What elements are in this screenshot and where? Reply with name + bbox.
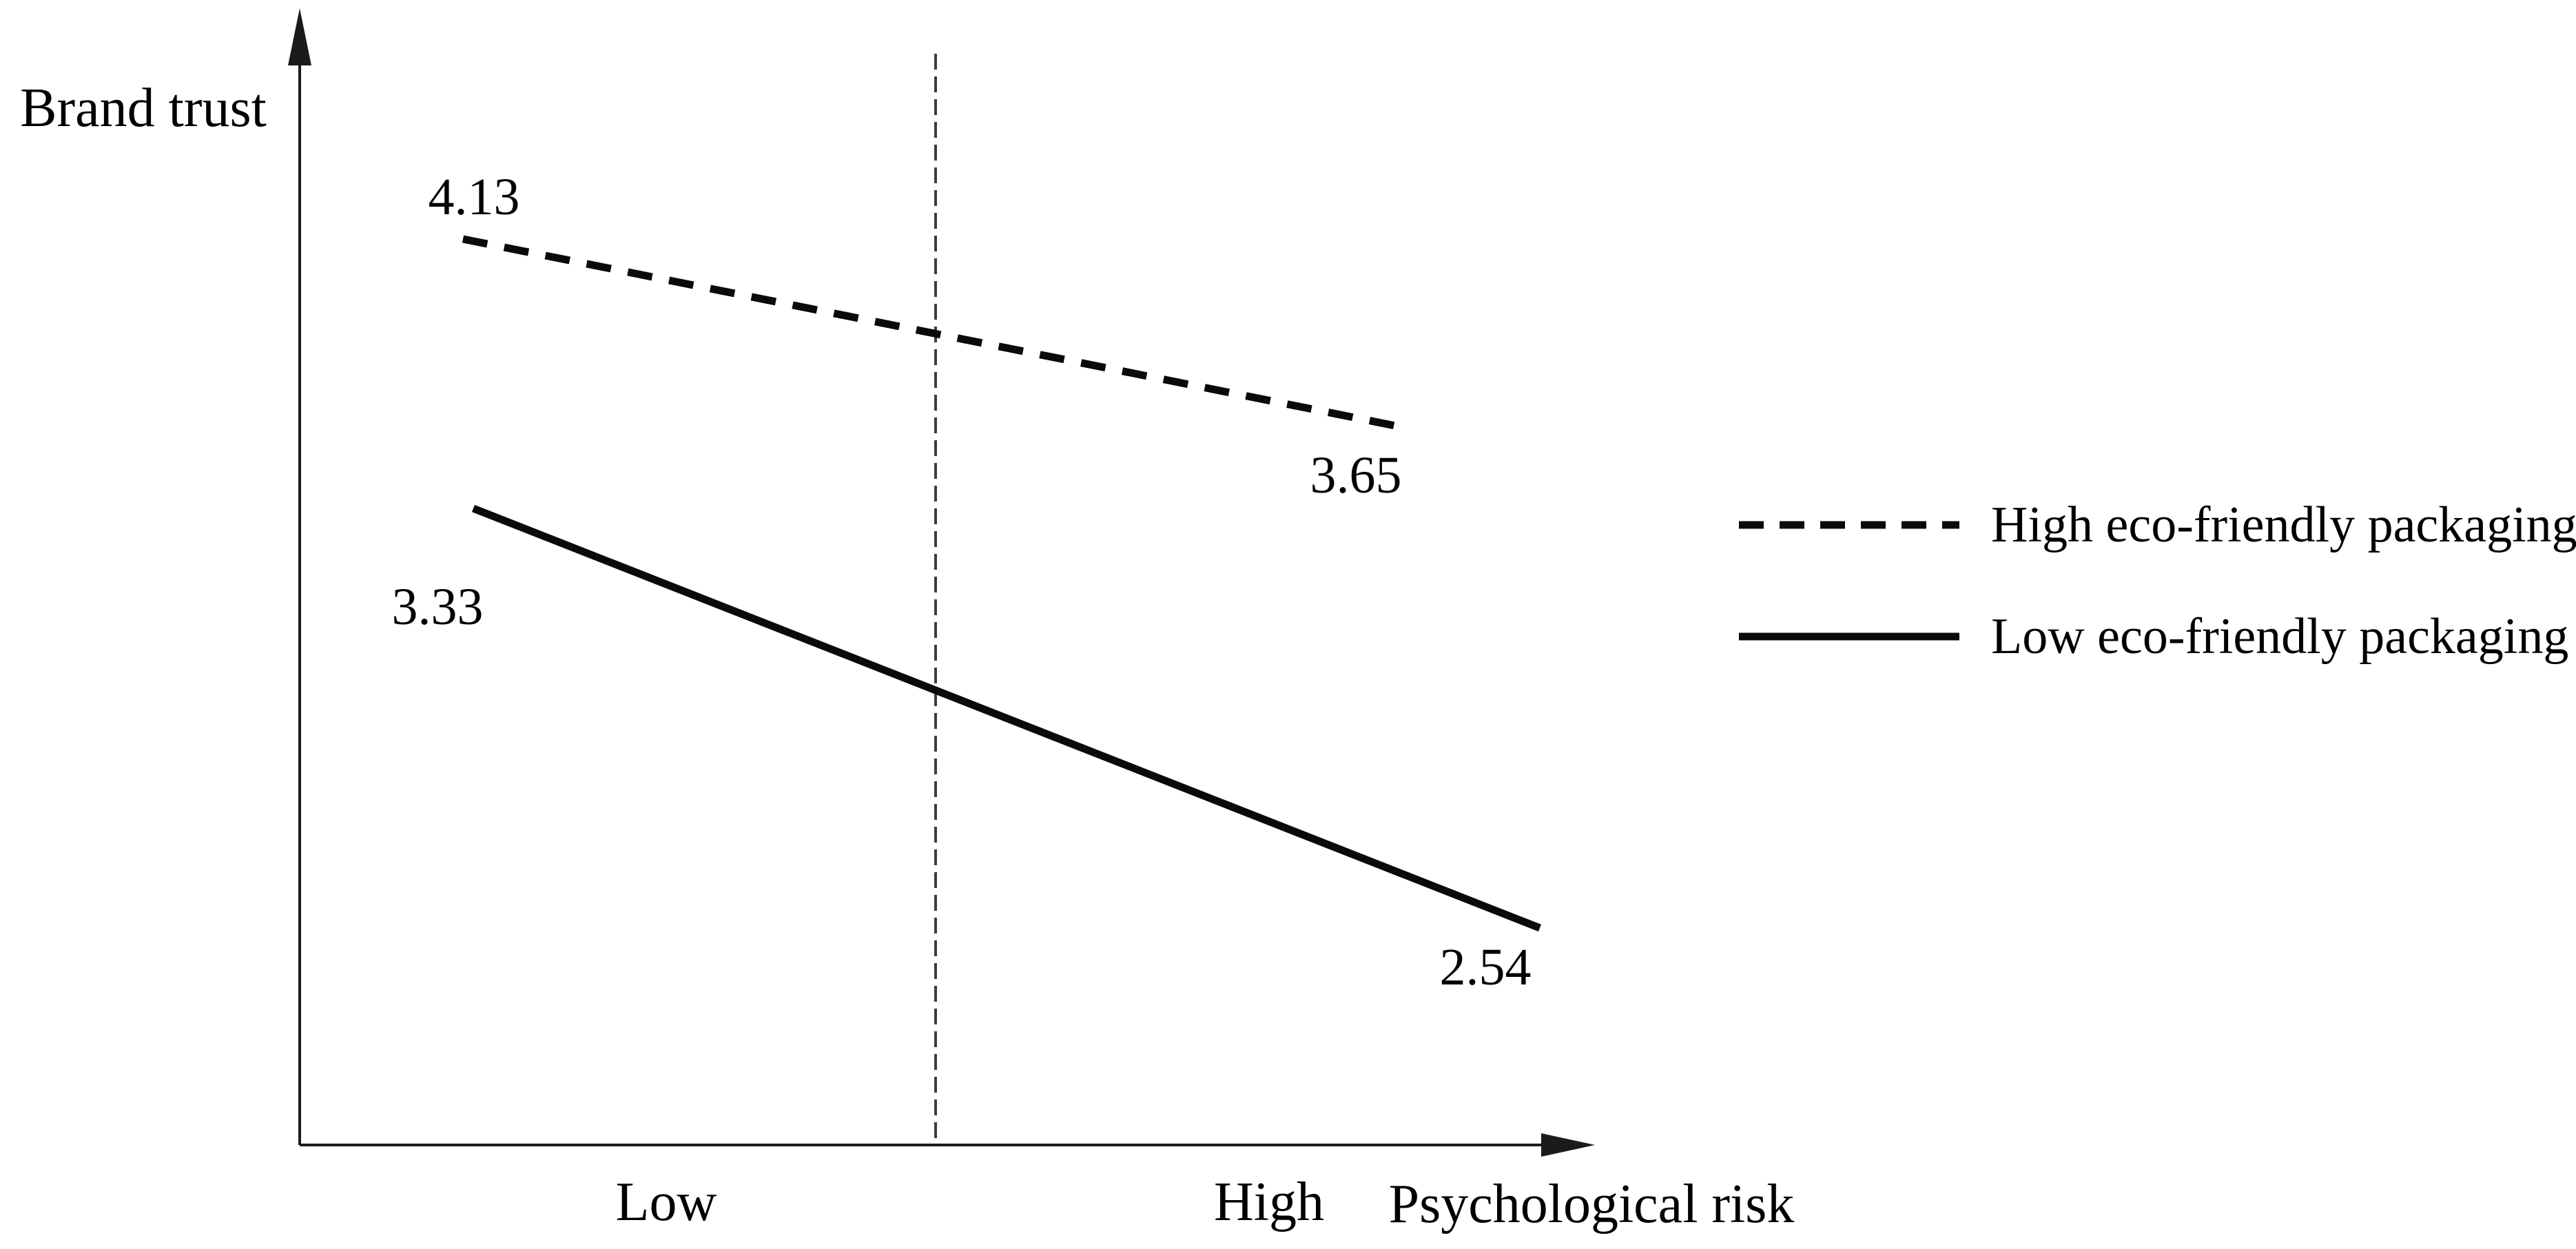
legend-solid-line-icon [1739,632,1959,641]
x-tick-high: High [1214,1172,1324,1232]
y-axis-arrowhead-icon [288,8,311,65]
legend-label-high-eco-friendly: High eco-friendly packaging [1991,497,2576,553]
legend-item-low-eco-friendly: Low eco-friendly packaging [1739,611,2568,662]
y-axis-title: Brand trust [20,78,267,138]
legend-label-low-eco-friendly: Low eco-friendly packaging [1991,608,2569,665]
series-line-low-eco-friendly [471,504,1542,932]
legend-item-high-eco-friendly: High eco-friendly packaging [1739,499,2576,550]
series-line-high-eco-friendly [462,235,1410,433]
x-axis-title: Psychological risk [1388,1174,1795,1235]
legend-dashed-line-icon [1739,521,1959,529]
data-label-high-eco-high-risk: 3.65 [1310,446,1402,504]
x-tick-low: Low [615,1172,717,1232]
data-label-low-eco-high-risk: 2.54 [1439,938,1532,996]
x-axis-arrowhead-icon [1541,1133,1595,1157]
data-label-low-eco-low-risk: 3.33 [391,578,484,636]
data-label-high-eco-low-risk: 4.13 [428,168,520,226]
